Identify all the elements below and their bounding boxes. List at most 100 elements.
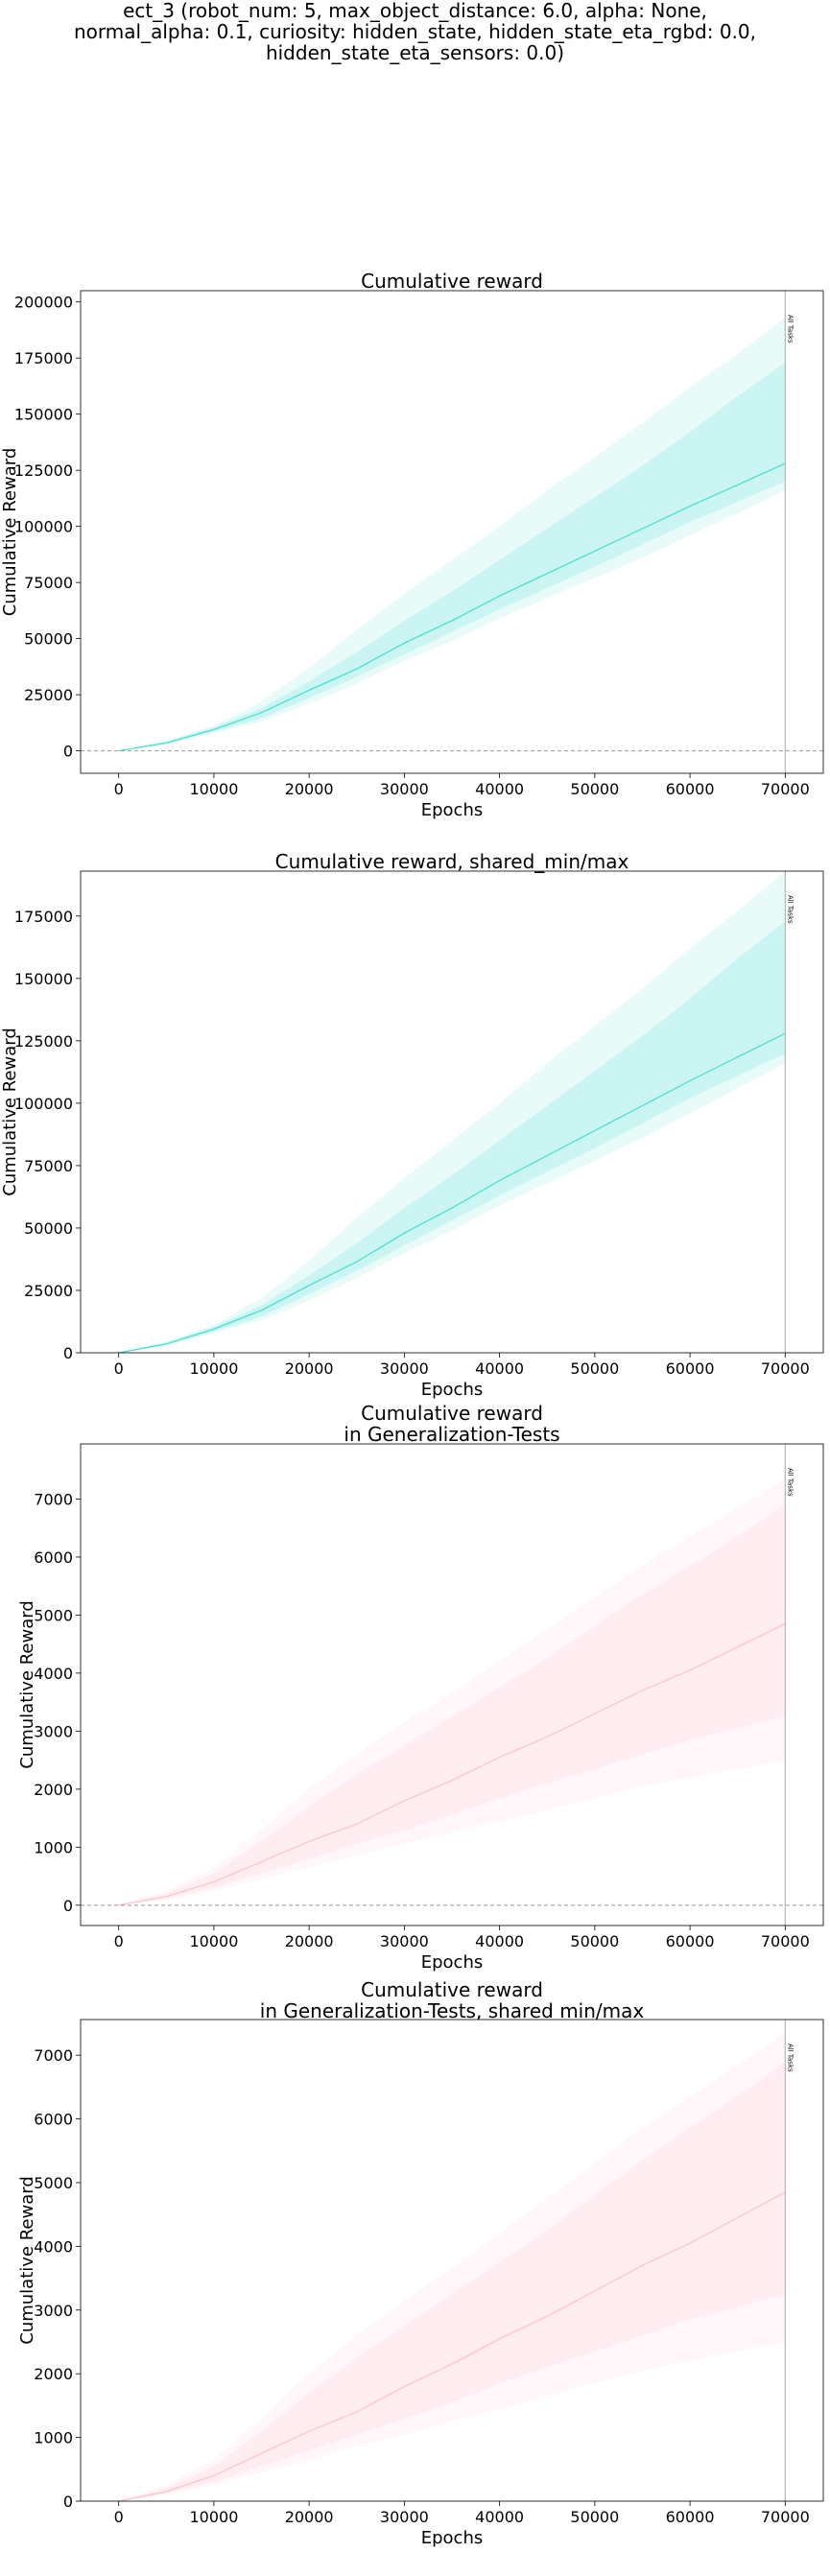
x-tick-label: 30000 bbox=[380, 780, 429, 798]
y-tick-label: 150000 bbox=[14, 970, 73, 988]
series-line bbox=[118, 2191, 786, 2501]
vertical-marker-label: All Tasks bbox=[786, 895, 794, 924]
band-outer bbox=[118, 2032, 786, 2501]
x-tick-label: 0 bbox=[114, 1932, 124, 1950]
chart-generalization-reward-shared: Cumulative reward in Generalization-Tests… bbox=[17, 1978, 824, 2548]
chart-cumulative-reward: Cumulative reward All Tasks 0 10000 20000 300… bbox=[0, 270, 824, 820]
series-line bbox=[118, 1622, 786, 1906]
plot-area bbox=[81, 1478, 823, 1906]
y-tick-label: 100000 bbox=[14, 518, 73, 536]
x-tick-label: 30000 bbox=[380, 1359, 429, 1378]
y-tick-label: 100000 bbox=[14, 1095, 73, 1113]
y-axis-label: Cumulative Reward bbox=[17, 1600, 37, 1769]
x-tick-label: 50000 bbox=[570, 780, 619, 798]
y-tick-label: 2000 bbox=[34, 1781, 73, 1799]
y-tick-label: 4000 bbox=[34, 1665, 73, 1683]
x-tick-label: 0 bbox=[114, 2508, 124, 2526]
chart-title-line: Cumulative reward bbox=[361, 1402, 543, 1425]
y-tick-label: 1000 bbox=[34, 1838, 73, 1856]
y-tick-label: 125000 bbox=[14, 461, 73, 480]
y-tick-label: 175000 bbox=[14, 349, 73, 367]
x-axis-label: Epochs bbox=[421, 1380, 484, 1400]
y-tick-label: 50000 bbox=[24, 630, 73, 649]
band-inner bbox=[118, 1504, 786, 1905]
axes-frame bbox=[80, 290, 824, 774]
x-tick-label: 70000 bbox=[761, 1359, 810, 1378]
plot-area bbox=[118, 871, 786, 1353]
x-tick-label: 10000 bbox=[189, 1359, 238, 1378]
vertical-marker-label: All Tasks bbox=[786, 1468, 794, 1497]
x-axis-label: Epochs bbox=[421, 1952, 484, 1973]
vertical-marker-label: All Tasks bbox=[786, 2044, 794, 2072]
band-outer bbox=[118, 871, 786, 1353]
x-tick-label: 40000 bbox=[475, 780, 524, 798]
x-axis-label: Epochs bbox=[421, 800, 484, 820]
figure-title: ect_3 (robot_num: 5, max_object_distance… bbox=[74, 0, 756, 64]
chart-title-line: Cumulative reward, shared_min/max bbox=[275, 850, 629, 873]
y-tick-label: 25000 bbox=[24, 1282, 73, 1300]
x-tick-label: 10000 bbox=[189, 1932, 238, 1950]
chart-title: Cumulative reward, shared_min/max bbox=[275, 850, 629, 873]
y-axis-label: Cumulative Reward bbox=[0, 1028, 20, 1196]
y-tick-label: 3000 bbox=[34, 2302, 73, 2320]
chart-title-line: Cumulative reward bbox=[361, 270, 543, 293]
y-tick-label: 0 bbox=[63, 1344, 73, 1362]
y-tick-label: 4000 bbox=[34, 2237, 73, 2256]
y-tick-label: 1000 bbox=[34, 2429, 73, 2447]
y-tick-label: 5000 bbox=[34, 2174, 73, 2192]
axes-frame bbox=[80, 870, 824, 1354]
x-tick-label: 50000 bbox=[570, 2508, 619, 2526]
x-tick-label: 40000 bbox=[475, 1359, 524, 1378]
x-tick-label: 10000 bbox=[189, 2508, 238, 2526]
x-tick-label: 70000 bbox=[761, 2508, 810, 2526]
chart-generalization-reward: Cumulative reward in Generalization-Tests… bbox=[17, 1402, 824, 1973]
y-tick-label: 7000 bbox=[34, 1490, 73, 1508]
y-axis-label: Cumulative Reward bbox=[0, 448, 20, 617]
y-tick-label: 0 bbox=[63, 743, 73, 761]
y-tick-label: 175000 bbox=[14, 908, 73, 926]
x-tick-label: 70000 bbox=[761, 780, 810, 798]
y-tick-label: 6000 bbox=[34, 2111, 73, 2129]
x-axis-label: Epochs bbox=[421, 2528, 484, 2548]
x-tick-label: 60000 bbox=[666, 1359, 715, 1378]
x-tick-label: 0 bbox=[114, 1359, 124, 1378]
chart-title-line: in Generalization-Tests, shared min/max bbox=[260, 1999, 645, 2022]
x-tick-label: 70000 bbox=[761, 1932, 810, 1950]
chart-title: Cumulative reward bbox=[361, 270, 543, 293]
y-tick-label: 2000 bbox=[34, 2365, 73, 2383]
y-tick-label: 150000 bbox=[14, 406, 73, 424]
band-inner bbox=[118, 2061, 786, 2501]
plot-area bbox=[118, 2032, 786, 2501]
axes-frame bbox=[80, 1443, 824, 1926]
plot-area bbox=[81, 318, 823, 752]
y-tick-label: 5000 bbox=[34, 1606, 73, 1624]
y-tick-label: 50000 bbox=[24, 1219, 73, 1238]
y-tick-label: 0 bbox=[63, 2493, 73, 2511]
y-tick-label: 75000 bbox=[24, 574, 73, 592]
y-tick-label: 200000 bbox=[14, 294, 73, 312]
chart-title-line: in Generalization-Tests bbox=[344, 1423, 559, 1446]
x-tick-label: 40000 bbox=[475, 1932, 524, 1950]
y-tick-label: 3000 bbox=[34, 1722, 73, 1740]
y-axis-label: Cumulative Reward bbox=[17, 2176, 37, 2345]
chart-title: Cumulative reward in Generalization-Tests bbox=[344, 1402, 559, 1446]
series-line bbox=[118, 462, 786, 752]
series-line bbox=[118, 1032, 786, 1353]
band-outer bbox=[118, 318, 786, 751]
chart-title: Cumulative reward in Generalization-Tests… bbox=[260, 1978, 645, 2022]
vertical-marker-label: All Tasks bbox=[786, 315, 794, 343]
x-tick-label: 60000 bbox=[666, 1932, 715, 1950]
x-tick-label: 50000 bbox=[570, 1359, 619, 1378]
y-tick-label: 25000 bbox=[24, 686, 73, 704]
x-tick-label: 20000 bbox=[285, 1932, 334, 1950]
y-tick-label: 125000 bbox=[14, 1032, 73, 1051]
x-tick-label: 10000 bbox=[189, 780, 238, 798]
x-tick-label: 0 bbox=[114, 780, 124, 798]
chart-title-line: Cumulative reward bbox=[361, 1978, 543, 2001]
x-tick-label: 60000 bbox=[666, 2508, 715, 2526]
y-tick-label: 75000 bbox=[24, 1157, 73, 1175]
x-tick-label: 20000 bbox=[285, 1359, 334, 1378]
x-tick-label: 20000 bbox=[285, 780, 334, 798]
y-tick-label: 0 bbox=[63, 1897, 73, 1915]
x-tick-label: 20000 bbox=[285, 2508, 334, 2526]
